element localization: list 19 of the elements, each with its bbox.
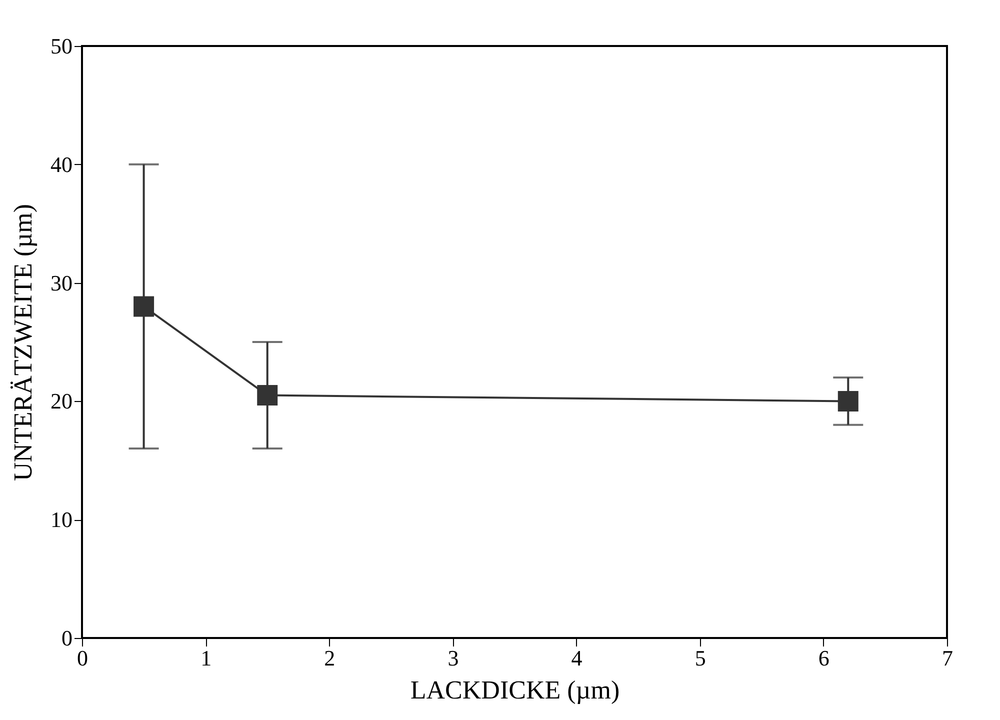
point <box>134 296 154 317</box>
x-tick-label: 7 <box>942 646 953 670</box>
y-tick-label: 20 <box>50 388 72 414</box>
y-tick-label: 10 <box>50 507 72 532</box>
x-tick-label: 0 <box>77 646 88 670</box>
point <box>838 390 858 412</box>
y-tick-label: 40 <box>50 152 72 177</box>
x-tick-label: 6 <box>818 646 830 670</box>
x-tick-label: 5 <box>694 646 706 670</box>
x-tick-label: 3 <box>448 646 459 670</box>
point <box>257 385 278 406</box>
x-tick-label: 1 <box>200 646 212 670</box>
y-axis-title: UNTERÄTZWEITE (µm) <box>8 204 38 482</box>
y-tick-label: 50 <box>50 34 72 58</box>
x-axis-title: LACKDICKE (µm) <box>410 676 620 704</box>
y-tick-label: 0 <box>62 626 72 650</box>
x-tick-label: 4 <box>571 646 582 670</box>
y-tick-label: 30 <box>50 270 72 296</box>
x-tick-label: 2 <box>324 646 336 670</box>
